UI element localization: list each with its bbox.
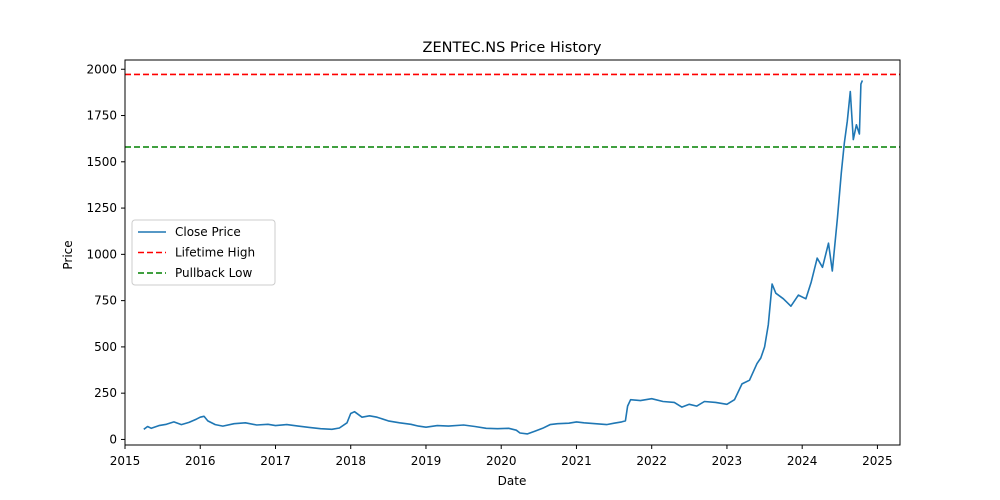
- x-axis: 2015 2016 2017 2018 2019 2020 2021 2022 2023 2024…: [110, 445, 893, 468]
- y-tick-label: 1500: [86, 155, 117, 169]
- x-tick-label: 2015: [110, 454, 141, 468]
- x-tick-label: 2016: [185, 454, 216, 468]
- x-tick-label: 2022: [636, 454, 667, 468]
- legend: Close Price Lifetime High Pullback Low: [131, 219, 276, 286]
- x-tick-label: 2020: [486, 454, 517, 468]
- legend-label: Close Price: [175, 225, 241, 239]
- x-tick-label: 2018: [335, 454, 366, 468]
- y-axis-title: Price: [61, 240, 75, 269]
- legend-label: Pullback Low: [175, 266, 252, 280]
- y-tick-label: 250: [94, 386, 117, 400]
- y-tick-label: 500: [94, 340, 117, 354]
- plot-area: [124, 59, 901, 446]
- plot-frame: [124, 59, 901, 446]
- y-tick-label: 2000: [86, 62, 117, 76]
- y-axis: 0 250 500 750 1000 1250 1500 1750 2000: [86, 62, 125, 446]
- y-tick-label: 750: [94, 294, 117, 308]
- x-axis-title: Date: [498, 474, 527, 488]
- x-tick-label: 2023: [712, 454, 743, 468]
- y-tick-label: 1750: [86, 109, 117, 123]
- y-tick-label: 1000: [86, 247, 117, 261]
- chart-title: ZENTEC.NS Price History: [423, 40, 602, 56]
- legend-label: Lifetime High: [175, 246, 255, 260]
- x-tick-label: 2019: [411, 454, 442, 468]
- y-tick-label: 0: [109, 432, 117, 446]
- close-price-line: [143, 80, 864, 435]
- x-tick-label: 2021: [561, 454, 592, 468]
- x-tick-label: 2024: [787, 454, 818, 468]
- legend-box: [131, 219, 276, 286]
- x-tick-label: 2025: [862, 454, 893, 468]
- x-tick-label: 2017: [260, 454, 291, 468]
- y-tick-label: 1250: [86, 201, 117, 215]
